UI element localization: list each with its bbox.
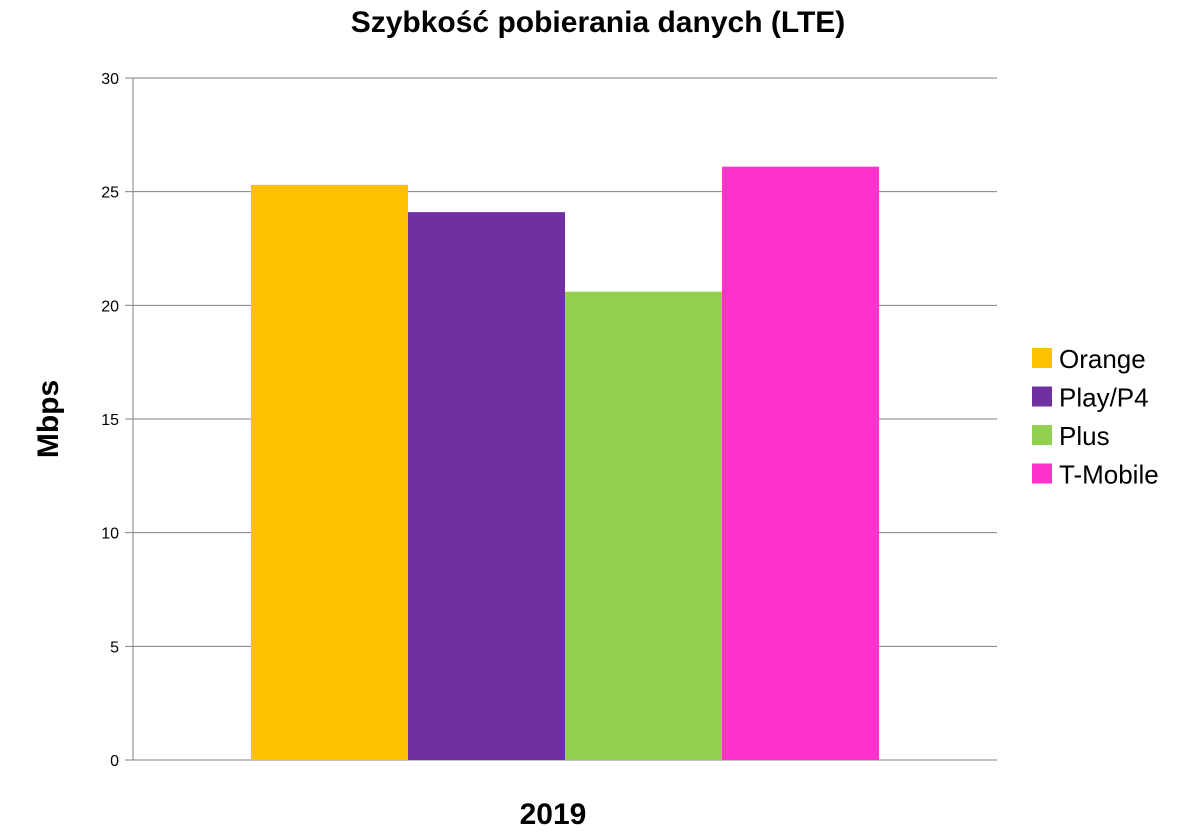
y-tick-label: 25 bbox=[101, 185, 119, 202]
bar-plus bbox=[565, 291, 723, 760]
x-axis-title: 2019 bbox=[520, 798, 587, 831]
bars bbox=[250, 166, 880, 761]
y-tick-label: 10 bbox=[101, 526, 119, 543]
legend-label: Orange bbox=[1059, 344, 1146, 374]
y-tick-label: 15 bbox=[101, 412, 119, 429]
legend-swatch bbox=[1032, 425, 1052, 445]
legend: Orange Play/P4 Plus T-Mobile bbox=[1032, 344, 1159, 490]
legend-swatch bbox=[1032, 463, 1052, 484]
legend-label: Play/P4 bbox=[1059, 383, 1149, 413]
bar-orange bbox=[250, 184, 408, 760]
bar-play-p4 bbox=[407, 212, 565, 761]
legend-label: Plus bbox=[1059, 421, 1110, 451]
y-tick-label: 30 bbox=[101, 71, 119, 88]
y-tick-label: 20 bbox=[101, 298, 119, 315]
y-tick-label: 5 bbox=[110, 639, 119, 656]
y-axis-title: Mbps bbox=[32, 380, 65, 458]
bar-t-mobile bbox=[722, 166, 880, 760]
chart-title: Szybkość pobierania danych (LTE) bbox=[351, 6, 846, 39]
y-tick-label: 0 bbox=[110, 753, 119, 770]
legend-swatch bbox=[1032, 348, 1052, 368]
legend-label: T-Mobile bbox=[1059, 460, 1159, 490]
y-axis-ticks: 0 5 10 15 20 25 30 bbox=[101, 71, 133, 770]
legend-swatch bbox=[1032, 386, 1052, 407]
